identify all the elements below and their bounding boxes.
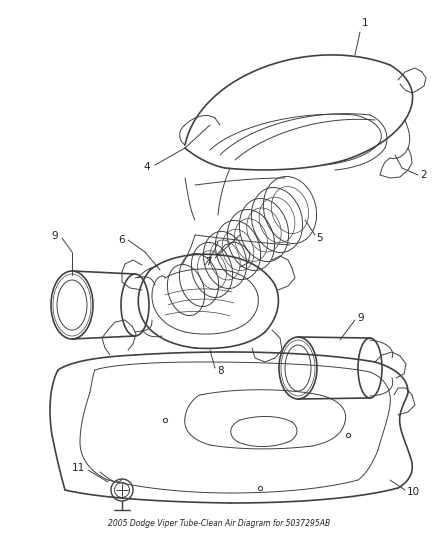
Text: 8: 8 (217, 366, 224, 376)
Text: 5: 5 (316, 233, 323, 243)
Text: 2: 2 (420, 170, 427, 180)
Text: 9: 9 (357, 313, 364, 323)
Text: 7: 7 (205, 257, 212, 267)
Text: 6: 6 (118, 235, 125, 245)
Text: 11: 11 (72, 463, 85, 473)
Text: 9: 9 (51, 231, 58, 241)
Text: 1: 1 (362, 18, 369, 28)
Text: 10: 10 (407, 487, 420, 497)
Text: 2005 Dodge Viper Tube-Clean Air Diagram for 5037295AB: 2005 Dodge Viper Tube-Clean Air Diagram … (108, 519, 330, 528)
Text: 4: 4 (143, 162, 150, 172)
